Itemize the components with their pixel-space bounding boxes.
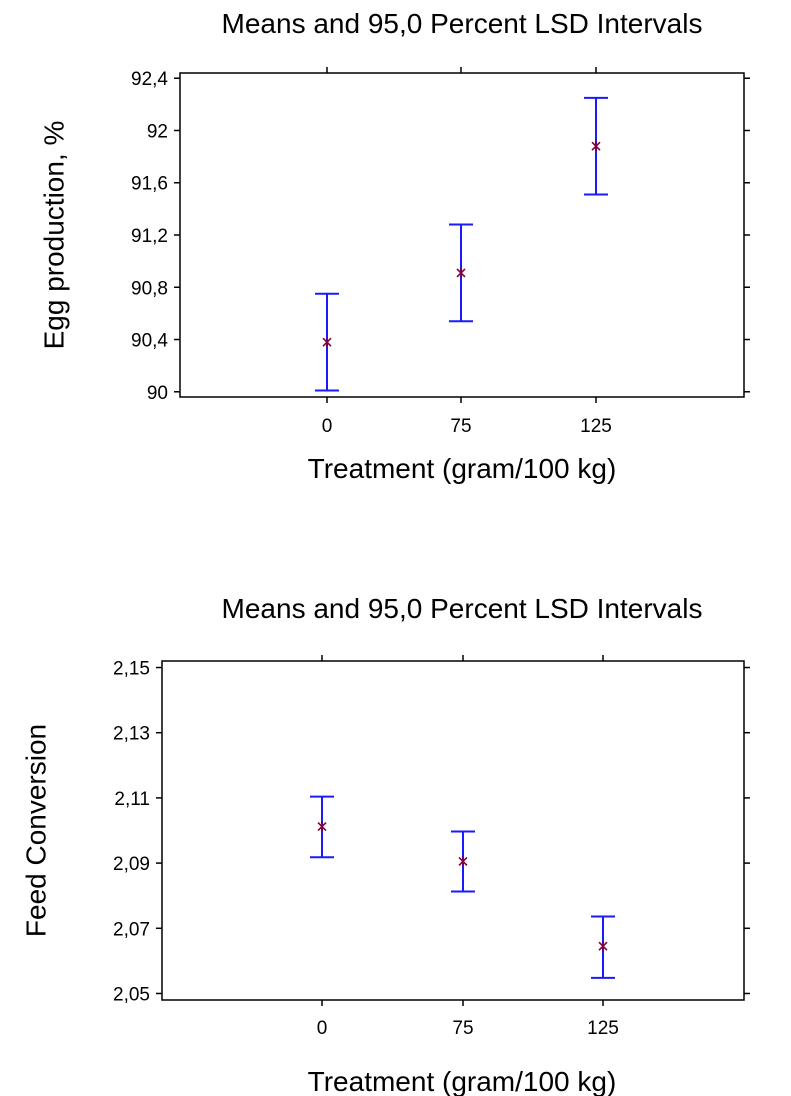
interval-group — [315, 96, 608, 392]
y-tick-label: 91,6 — [131, 174, 168, 195]
egg-production-chart: Means and 95,0 Percent LSD Intervals Egg… — [38, 8, 750, 484]
mean-point — [317, 821, 327, 832]
y-tick-label: 2,09 — [113, 854, 150, 875]
y-tick-label: 91,2 — [131, 226, 168, 247]
mean-point — [322, 337, 332, 348]
y-tick-label: 2,11 — [114, 789, 150, 810]
y-tick-label: 90,8 — [131, 278, 168, 299]
x-tick-label: 0 — [322, 416, 333, 437]
tick-group: 2,05 2,07 2,09 2,11 2,13 2,15 0 75 125 — [113, 655, 750, 1039]
plot-frame — [161, 660, 745, 1001]
y-tick-label: 2,13 — [113, 724, 150, 745]
y-tick-label: 2,05 — [113, 984, 150, 1005]
y-tick-label: 2,15 — [113, 659, 150, 680]
y-axis-label: Egg production, % — [38, 121, 69, 350]
mean-point — [591, 141, 601, 152]
y-axis-label: Feed Conversion — [20, 724, 51, 937]
x-tick-label: 125 — [587, 1018, 619, 1039]
x-tick-label: 125 — [580, 416, 612, 437]
y-tick-label: 90 — [147, 383, 168, 404]
tick-group: 90 90,4 90,8 91,2 91,6 92 92,4 0 75 125 — [131, 67, 750, 437]
x-axis-label: Treatment (gram/100 kg) — [308, 453, 617, 484]
y-tick-label: 2,07 — [113, 919, 150, 940]
x-axis-label: Treatment (gram/100 kg) — [308, 1066, 617, 1096]
x-tick-label: 75 — [450, 416, 471, 437]
y-tick-label: 92,4 — [131, 69, 168, 90]
interval-group — [310, 795, 615, 979]
x-tick-label: 0 — [317, 1018, 328, 1039]
mean-point — [458, 856, 468, 867]
mean-point — [598, 941, 608, 952]
y-tick-label: 90,4 — [131, 331, 168, 352]
y-tick-label: 92 — [147, 121, 168, 142]
feed-conversion-chart: Means and 95,0 Percent LSD Intervals Fee… — [20, 593, 750, 1096]
chart-title: Means and 95,0 Percent LSD Intervals — [222, 8, 703, 39]
mean-point — [456, 267, 466, 278]
chart-title: Means and 95,0 Percent LSD Intervals — [222, 593, 703, 624]
x-tick-label: 75 — [452, 1018, 473, 1039]
